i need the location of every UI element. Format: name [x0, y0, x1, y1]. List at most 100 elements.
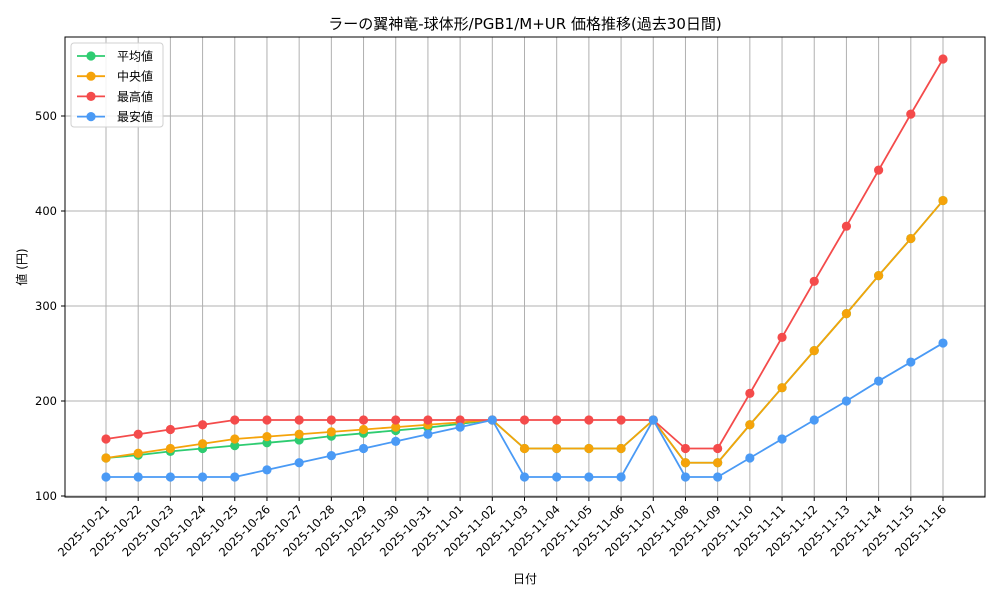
data-point: [230, 472, 240, 482]
data-point: [616, 415, 626, 425]
data-point: [648, 415, 658, 425]
data-point: [680, 458, 691, 468]
data-point: [165, 472, 175, 482]
data-point: [487, 415, 497, 425]
series-3: [101, 338, 948, 482]
data-point: [809, 276, 819, 286]
data-point: [262, 465, 272, 475]
data-point: [745, 453, 755, 463]
data-point: [519, 415, 530, 425]
data-point: [777, 434, 787, 444]
legend-label: 最高値: [117, 89, 153, 104]
data-point: [906, 357, 916, 367]
data-point: [519, 472, 530, 482]
data-point: [358, 415, 369, 425]
data-point: [455, 422, 465, 432]
data-point: [938, 195, 948, 206]
data-point: [197, 472, 208, 482]
data-point: [680, 443, 691, 454]
legend-label: 最安値: [117, 109, 153, 124]
data-point: [326, 427, 336, 437]
data-point: [101, 453, 111, 463]
data-point: [809, 346, 819, 356]
data-point: [745, 388, 755, 398]
legend-box: [70, 42, 164, 128]
chart-title: ラーの翼神竜-球体形/PGB1/M+UR 価格推移(過去30日間): [328, 15, 722, 33]
data-point: [326, 415, 336, 425]
y-tick-label: 100: [35, 489, 57, 503]
data-point: [552, 443, 562, 454]
data-point: [874, 376, 884, 386]
data-point: [133, 429, 143, 439]
data-point: [584, 443, 594, 454]
y-axis-label: 値 (円): [14, 248, 29, 285]
data-point: [680, 472, 691, 482]
x-axis-label: 日付: [513, 572, 537, 586]
data-point: [906, 109, 916, 119]
data-point: [938, 338, 948, 348]
data-point: [230, 441, 240, 451]
legend-label: 平均値: [117, 49, 153, 64]
data-point: [455, 415, 465, 425]
data-point: [101, 434, 111, 444]
data-point: [230, 415, 240, 425]
data-point: [938, 54, 948, 64]
data-point: [519, 443, 530, 454]
data-point: [358, 443, 369, 454]
data-point: [230, 434, 240, 444]
legend-marker: [86, 51, 96, 61]
data-point: [294, 429, 304, 439]
data-point: [423, 415, 433, 425]
data-point: [874, 165, 884, 175]
data-point: [616, 443, 626, 454]
data-point: [197, 439, 208, 449]
data-point: [874, 271, 884, 281]
data-point: [552, 415, 562, 425]
data-point: [841, 309, 852, 319]
data-point: [326, 451, 336, 461]
data-point: [294, 415, 304, 425]
legend-marker: [86, 91, 96, 101]
data-point: [197, 420, 208, 430]
y-tick-label: 400: [35, 204, 57, 218]
data-point: [713, 443, 723, 454]
data-series: [101, 54, 948, 482]
data-point: [391, 422, 401, 432]
data-point: [391, 415, 401, 425]
data-point: [841, 396, 852, 406]
data-point: [101, 472, 111, 482]
data-point: [133, 472, 143, 482]
data-point: [906, 233, 916, 244]
data-point: [616, 472, 626, 482]
data-point: [165, 424, 175, 435]
legend-label: 中央値: [117, 69, 153, 84]
x-axis: 2025-10-212025-10-222025-10-232025-10-24…: [55, 497, 949, 559]
data-point: [165, 443, 175, 454]
y-tick-label: 200: [35, 394, 57, 408]
y-tick-label: 300: [35, 299, 57, 313]
legend-marker: [86, 112, 96, 122]
data-point: [713, 472, 723, 482]
data-point: [809, 415, 819, 425]
data-point: [584, 472, 594, 482]
data-point: [294, 458, 304, 468]
data-point: [133, 448, 143, 458]
data-point: [262, 415, 272, 425]
data-point: [552, 472, 562, 482]
legend-marker: [86, 71, 96, 81]
data-point: [777, 332, 787, 342]
data-point: [777, 383, 787, 393]
data-point: [358, 424, 369, 435]
data-point: [841, 221, 852, 231]
data-point: [391, 436, 401, 446]
y-axis: 100 200 300 400 500: [35, 109, 65, 503]
data-point: [262, 432, 272, 442]
y-tick-label: 500: [35, 109, 57, 123]
data-point: [423, 429, 433, 439]
data-point: [745, 420, 755, 430]
data-point: [584, 415, 594, 425]
series-2: [101, 54, 948, 454]
data-point: [713, 458, 723, 468]
